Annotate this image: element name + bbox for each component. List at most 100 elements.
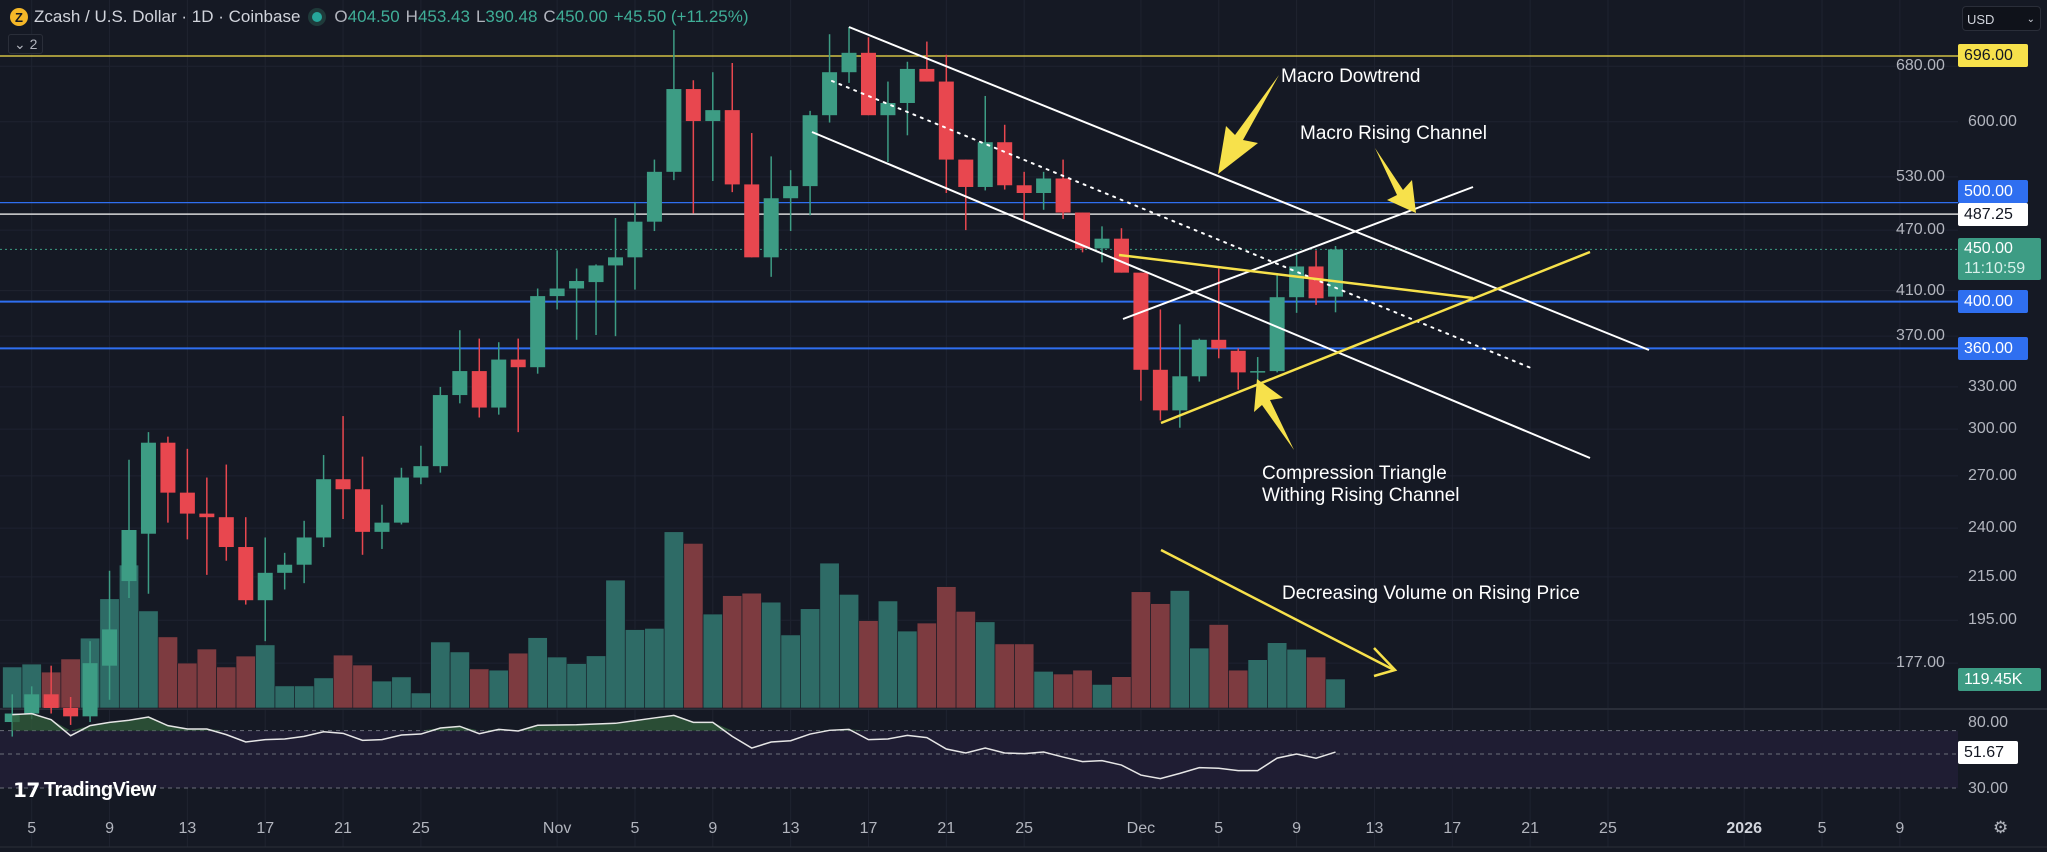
candle-body	[491, 359, 507, 408]
rising-channel-line[interactable]	[1122, 186, 1474, 320]
time-tick: 25	[1599, 820, 1617, 837]
candle-body	[1230, 350, 1246, 373]
price-tag-blue: 360.00	[1958, 336, 2028, 360]
compression-arrow-icon[interactable]	[1254, 379, 1294, 450]
price-tick: 330.00	[1968, 377, 2017, 395]
rsi-value-tag: 51.67	[1958, 741, 2018, 764]
volume-bar	[1208, 624, 1229, 709]
time-tick: 21	[334, 820, 352, 837]
candle-body	[179, 492, 195, 514]
gear-icon[interactable]: ⚙	[1993, 818, 2009, 837]
candle-body	[783, 186, 799, 199]
volume-bar	[586, 655, 607, 709]
tradingview-logo[interactable]: 𝟭𝟳 TradingView	[13, 778, 156, 803]
candle-body	[140, 442, 156, 534]
candle-body	[296, 537, 312, 565]
indicators-toggle-button[interactable]: ⌄ 2	[8, 34, 44, 54]
tradingview-logo-icon: 𝟭𝟳	[13, 780, 40, 802]
rsi-tick: 30.00	[1968, 780, 2009, 797]
volume-bar	[430, 641, 451, 709]
volume-bar	[410, 692, 431, 709]
time-tick: 21	[937, 820, 956, 837]
volume-bar	[313, 677, 334, 709]
volume-arrow-line[interactable]	[1160, 548, 1395, 672]
candle-body	[102, 629, 118, 666]
candle-body	[802, 115, 818, 187]
price-tag-green: 450.00 11:10:59	[1958, 238, 2041, 280]
volume-bar	[449, 651, 470, 709]
macro-downtrend-upper-line[interactable]	[848, 26, 1650, 351]
macro-downtrend-lower-line[interactable]	[811, 131, 1591, 459]
rsi-levels	[0, 730, 1958, 789]
volume-bar	[235, 655, 256, 709]
candle-body	[530, 296, 546, 368]
volume-bar	[138, 610, 159, 709]
price-tick: 600.00	[1968, 112, 2017, 130]
time-tick: 9	[105, 820, 114, 837]
time-tick: 21	[1521, 820, 1540, 837]
volume-bar	[605, 579, 626, 709]
volume-bar	[741, 592, 762, 709]
price-tick: 270.00	[1968, 466, 2017, 484]
annotation-volume[interactable]: Decreasing Volume on Rising Price	[1282, 583, 1580, 604]
dotted-trendline[interactable]	[831, 80, 1532, 369]
volume-bar	[1306, 656, 1327, 709]
volume-bar	[566, 663, 587, 709]
candle-body	[121, 529, 137, 582]
time-tick: 2026	[1726, 820, 1762, 837]
candle-body	[452, 371, 468, 396]
volume-bar	[1130, 591, 1151, 709]
candle-body	[841, 52, 857, 73]
candle-body	[899, 68, 915, 103]
volume-bar	[897, 630, 918, 709]
ohlc-close: C450.00	[543, 7, 608, 26]
time-tick: 13	[178, 820, 197, 837]
candle-body	[1289, 266, 1305, 298]
candle-body	[1269, 297, 1285, 372]
rsi-line	[12, 712, 1336, 780]
volume-bar	[352, 664, 373, 709]
volume-bar	[1247, 659, 1268, 709]
price-tick: 300.00	[1968, 420, 2017, 438]
symbol-header[interactable]: Z Zcash / U.S. Dollar · 1D · Coinbase O4…	[10, 7, 749, 27]
rsi-indicator	[12, 712, 1336, 780]
macro-downtrend-arrow-icon[interactable]	[1218, 75, 1279, 174]
volume-bar	[780, 634, 801, 709]
candle-body	[588, 265, 604, 283]
volume-bar	[469, 668, 490, 709]
annotation-macro-downtrend[interactable]: Macro Dowtrend	[1281, 66, 1421, 87]
candle-body	[43, 694, 59, 708]
candle-body	[432, 395, 448, 467]
triangle-lower-line[interactable]	[1160, 250, 1591, 425]
candle-body	[63, 707, 79, 717]
volume-bar	[547, 656, 568, 709]
market-status-icon[interactable]	[312, 12, 323, 22]
time-tick: 5	[27, 820, 37, 837]
rising-channel-arrow-icon[interactable]	[1375, 148, 1416, 213]
volume-bar	[177, 662, 198, 709]
volume-bar	[994, 643, 1015, 709]
volume-bar	[877, 600, 898, 709]
volume-bar	[722, 595, 743, 709]
candle-body	[666, 89, 682, 172]
annotation-compression-triangle[interactable]: Compression Triangle Withing Rising Chan…	[1262, 463, 1460, 507]
volume-bar	[274, 685, 295, 709]
candle-body	[977, 142, 993, 187]
ohlc-change: +45.50 (+11.25%)	[613, 7, 749, 26]
currency-select[interactable]: USD ⌄	[1962, 6, 2041, 31]
price-tag-white: 487.25	[1958, 203, 2028, 226]
time-tick: 13	[781, 820, 800, 837]
ohlc-low: L390.48	[475, 7, 538, 26]
triangle-upper-line[interactable]	[1118, 253, 1474, 300]
price-tick: 530.00	[1896, 167, 1945, 185]
horizontal-levels	[0, 55, 1958, 350]
price-tick: 177.00	[1896, 654, 1945, 672]
candle-body	[1211, 339, 1227, 349]
annotation-macro-rising-channel[interactable]: Macro Rising Channel	[1300, 123, 1487, 144]
volume-bar	[1014, 643, 1035, 709]
candle-body	[24, 694, 40, 714]
ohlc-open: O404.50	[334, 7, 400, 26]
candle-body	[549, 288, 565, 297]
symbol-title[interactable]: Zcash / U.S. Dollar · 1D · Coinbase	[34, 7, 301, 26]
